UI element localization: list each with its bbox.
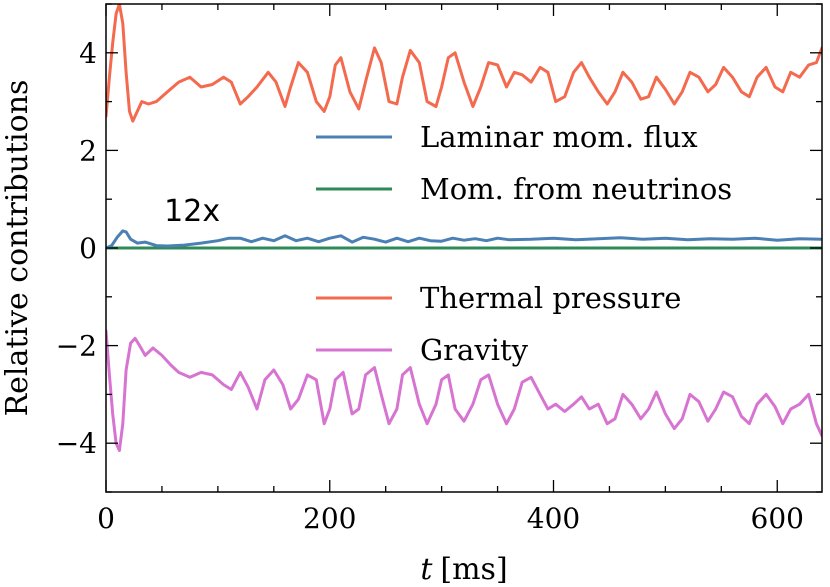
x-tick-label: 600	[751, 502, 804, 535]
y-axis-label: Relative contributions	[0, 80, 35, 417]
y-tick-label: 0	[79, 232, 97, 265]
x-tick-label: 200	[303, 502, 356, 535]
legend-label: Thermal pressure	[420, 281, 681, 315]
y-tick-label: −4	[56, 427, 97, 460]
x-axis-unit: [ms]	[440, 552, 507, 587]
annotation-12x: 12x	[164, 194, 220, 229]
x-tick-label: 0	[97, 502, 115, 535]
series-layer	[106, 4, 822, 452]
legend-label: Mom. from neutrinos	[420, 172, 732, 206]
x-axis-label: t [ms]	[420, 552, 507, 587]
legend-layer: Laminar mom. flux Mom. from neutrinos Ther…	[316, 120, 732, 367]
y-tick-label: −2	[56, 330, 97, 363]
tick-layer: 0 200 400 600 −4 −2 0 2 4	[56, 3, 822, 535]
series-line-thermal-pressure	[106, 4, 822, 123]
series-line-laminar-mom-flux	[106, 229, 822, 250]
x-tick-label: 400	[527, 502, 580, 535]
legend-label: Laminar mom. flux	[420, 120, 698, 154]
series-line-gravity	[106, 329, 822, 452]
y-tick-label: 2	[79, 134, 97, 167]
x-axis-variable: t	[420, 552, 433, 587]
legend-label: Gravity	[420, 333, 529, 367]
y-tick-label: 4	[79, 37, 97, 70]
